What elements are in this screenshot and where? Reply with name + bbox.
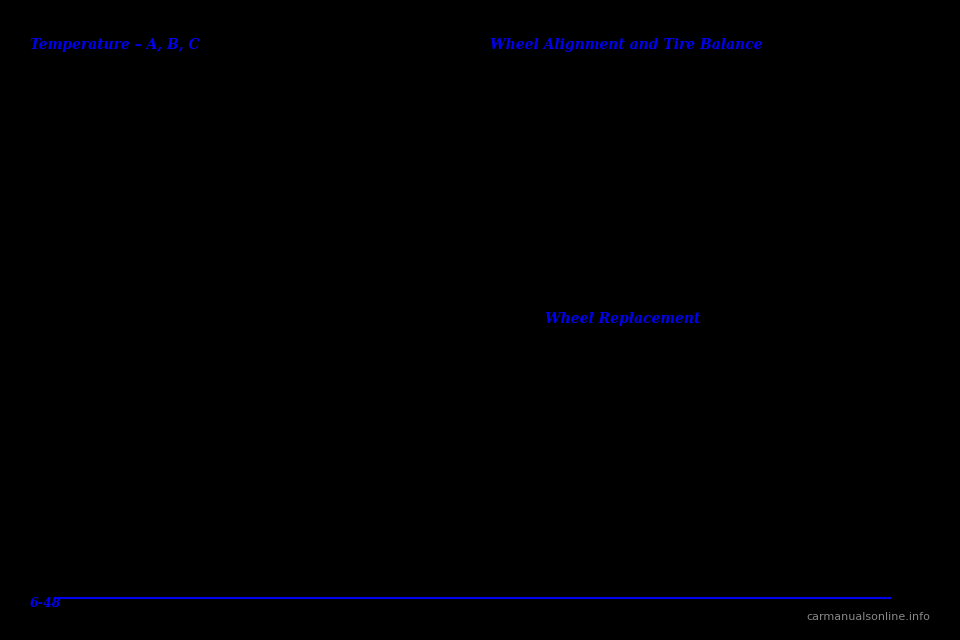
Text: Wheel Alignment and Tire Balance: Wheel Alignment and Tire Balance [490,38,762,52]
Text: 6-48: 6-48 [30,597,61,610]
Text: Temperature – A, B, C: Temperature – A, B, C [30,38,200,52]
Text: Wheel Replacement: Wheel Replacement [545,312,701,326]
Text: carmanualsonline.info: carmanualsonline.info [806,612,930,622]
